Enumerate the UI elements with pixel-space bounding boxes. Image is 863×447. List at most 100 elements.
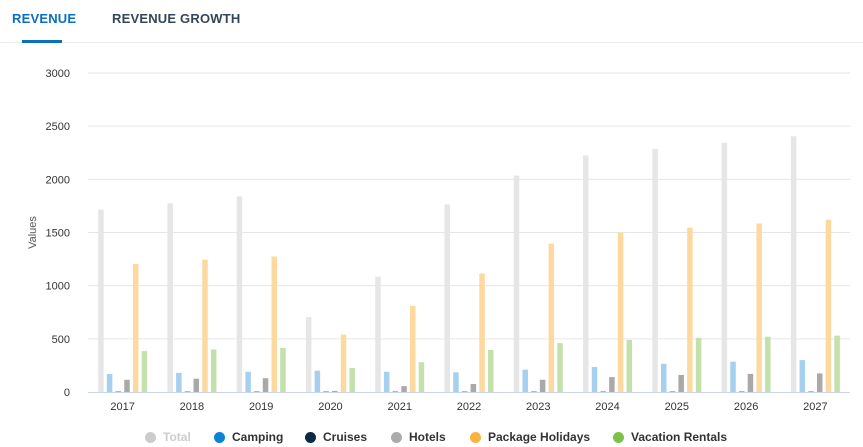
y-tick-label: 2000	[46, 174, 70, 186]
bar-package-holidays-2017[interactable]	[132, 263, 139, 392]
bar-cruises-2020[interactable]	[323, 391, 329, 392]
bar-cruises-2023[interactable]	[531, 391, 537, 392]
bar-vacation-rentals-2026[interactable]	[765, 336, 771, 392]
legend-label: Package Holidays	[488, 430, 591, 444]
x-tick-label: 2020	[318, 401, 342, 413]
bar-camping-2022[interactable]	[453, 372, 459, 392]
bar-cruises-2027[interactable]	[808, 391, 814, 392]
x-tick-label: 2019	[249, 401, 273, 413]
y-tick-label: 2500	[46, 121, 70, 133]
legend-item-package-holidays[interactable]: Package Holidays	[470, 429, 590, 445]
bar-hotels-2023[interactable]	[539, 379, 546, 392]
bar-cruises-2019[interactable]	[254, 391, 260, 392]
y-axis-ticks: 0 500 1000 1500 2000 2500 3000	[46, 68, 70, 399]
bar-camping-2026[interactable]	[730, 361, 736, 392]
bar-vacation-rentals-2021[interactable]	[418, 362, 425, 392]
bar-hotels-2018[interactable]	[193, 378, 200, 392]
bar-hotels-2027[interactable]	[816, 373, 823, 392]
x-tick-label: 2026	[734, 401, 758, 413]
bar-vacation-rentals-2027[interactable]	[834, 335, 840, 392]
bar-total-2024[interactable]	[583, 155, 589, 392]
bar-camping-2021[interactable]	[383, 371, 390, 392]
legend-marker	[613, 431, 624, 443]
x-tick-label: 2017	[110, 401, 134, 413]
bar-camping-2027[interactable]	[799, 360, 806, 392]
bar-camping-2017[interactable]	[106, 373, 113, 392]
bar-vacation-rentals-2024[interactable]	[626, 339, 633, 392]
x-tick-label: 2018	[180, 401, 204, 413]
legend-marker	[145, 431, 156, 443]
bar-total-2021[interactable]	[375, 276, 381, 392]
bar-vacation-rentals-2017[interactable]	[141, 351, 148, 392]
legend-item-vacation-rentals[interactable]: Vacation Rentals	[613, 429, 727, 445]
bar-hotels-2026[interactable]	[747, 373, 754, 392]
legend-label: Total	[163, 430, 191, 444]
bar-hotels-2020[interactable]	[332, 390, 338, 392]
bar-total-2025[interactable]	[652, 149, 658, 392]
bar-total-2022[interactable]	[444, 204, 451, 392]
bar-cruises-2021[interactable]	[392, 391, 399, 392]
bar-cruises-2017[interactable]	[115, 391, 122, 392]
bar-package-holidays-2022[interactable]	[479, 273, 485, 392]
x-tick-label: 2027	[803, 401, 827, 413]
x-tick-label: 2022	[457, 401, 481, 413]
bar-total-2017[interactable]	[98, 209, 104, 392]
bar-camping-2018[interactable]	[176, 372, 182, 392]
y-axis-title: Values	[27, 216, 39, 249]
bar-package-holidays-2024[interactable]	[617, 232, 624, 393]
y-tick-label: 500	[52, 334, 70, 346]
bar-hotels-2022[interactable]	[470, 384, 477, 392]
bar-vacation-rentals-2018[interactable]	[210, 349, 217, 392]
bar-vacation-rentals-2022[interactable]	[488, 350, 494, 392]
tab-revenue[interactable]: REVENUE	[12, 11, 77, 26]
bar-total-2027[interactable]	[790, 136, 797, 392]
y-tick-label: 3000	[46, 68, 70, 80]
bar-hotels-2021[interactable]	[401, 386, 407, 392]
legend-item-total[interactable]: Total	[145, 429, 191, 445]
bar-camping-2025[interactable]	[661, 363, 667, 392]
bar-package-holidays-2019[interactable]	[271, 256, 277, 392]
bar-cruises-2025[interactable]	[669, 391, 676, 392]
bar-total-2020[interactable]	[305, 317, 312, 392]
bar-hotels-2017[interactable]	[124, 379, 130, 392]
bar-package-holidays-2023[interactable]	[548, 243, 555, 392]
y-tick-label: 0	[64, 387, 70, 399]
bar-package-holidays-2027[interactable]	[825, 219, 832, 392]
bar-cruises-2018[interactable]	[184, 391, 191, 392]
bar-camping-2024[interactable]	[591, 367, 598, 392]
legend: Total Camping Cruises Hotels Package Holiday…	[0, 429, 863, 445]
bar-hotels-2019[interactable]	[262, 378, 269, 392]
bar-cruises-2022[interactable]	[461, 391, 468, 392]
bar-package-holidays-2026[interactable]	[756, 223, 762, 392]
bar-package-holidays-2021[interactable]	[410, 305, 416, 392]
bar-vacation-rentals-2025[interactable]	[695, 337, 702, 392]
bar-package-holidays-2018[interactable]	[202, 259, 208, 392]
bar-camping-2020[interactable]	[314, 370, 321, 392]
bar-cruises-2026[interactable]	[738, 391, 745, 392]
bar-package-holidays-2020[interactable]	[340, 334, 347, 392]
x-tick-label: 2023	[526, 401, 550, 413]
bar-package-holidays-2025[interactable]	[687, 227, 693, 392]
tab-revenue-growth[interactable]: REVENUE GROWTH	[112, 11, 241, 26]
bars	[98, 136, 840, 392]
bar-total-2019[interactable]	[236, 196, 243, 392]
bar-total-2023[interactable]	[513, 175, 520, 392]
legend-marker	[214, 431, 225, 443]
bar-total-2018[interactable]	[167, 203, 173, 392]
bar-hotels-2025[interactable]	[678, 374, 684, 392]
legend-marker	[470, 431, 481, 443]
bar-camping-2019[interactable]	[245, 371, 251, 392]
revenue-bar-chart: 0 500 1000 1500 2000 2500 3000 Values 2017 2018…	[27, 68, 850, 413]
bar-hotels-2024[interactable]	[609, 377, 615, 392]
x-tick-label: 2024	[595, 401, 619, 413]
bar-vacation-rentals-2020[interactable]	[349, 368, 355, 392]
legend-item-camping[interactable]: Camping	[214, 429, 283, 445]
legend-item-cruises[interactable]: Cruises	[305, 429, 367, 445]
legend-label: Vacation Rentals	[631, 430, 728, 444]
bar-vacation-rentals-2019[interactable]	[280, 347, 286, 392]
bar-vacation-rentals-2023[interactable]	[557, 343, 563, 392]
bar-cruises-2024[interactable]	[600, 391, 606, 392]
bar-camping-2023[interactable]	[522, 369, 528, 392]
legend-item-hotels[interactable]: Hotels	[391, 429, 446, 445]
bar-total-2026[interactable]	[721, 142, 728, 392]
